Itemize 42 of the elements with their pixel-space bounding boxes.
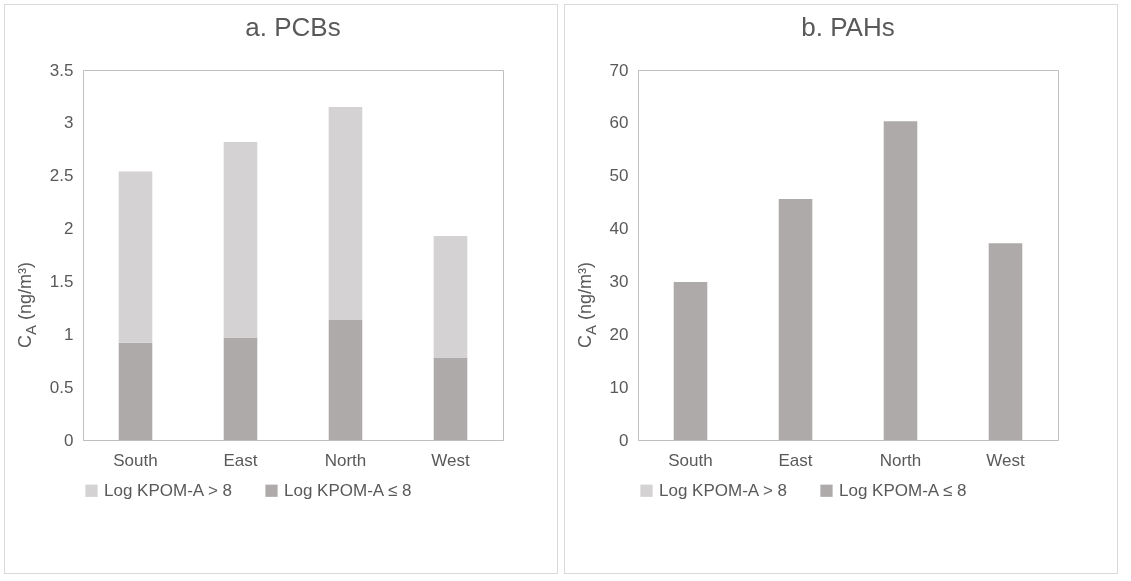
chart-title: b. PAHs (801, 12, 895, 42)
y-tick-label: 2.5 (49, 166, 74, 186)
y-tick-label: 40 (609, 219, 629, 239)
bar (673, 281, 708, 440)
x-tick-label: North (324, 450, 367, 470)
bar (118, 342, 153, 440)
legend-label: Log KPOM-A > 8 (659, 480, 788, 500)
y-tick-label: 30 (609, 271, 629, 291)
legend-label: Log KPOM-A > 8 (104, 480, 233, 500)
x-tick-label: South (668, 450, 713, 470)
y-tick-label: 20 (609, 324, 629, 344)
x-tick-label: East (778, 450, 813, 470)
x-tick-label: North (879, 450, 922, 470)
y-tick-label: 1.5 (49, 271, 74, 291)
y-tick-label: 3 (64, 113, 74, 133)
x-tick-label: West (986, 450, 1025, 470)
bar (328, 107, 363, 320)
bar (778, 198, 813, 440)
bar (988, 243, 1023, 440)
y-tick-label: 10 (609, 377, 629, 397)
x-tick-label: South (113, 450, 158, 470)
bar (223, 337, 258, 440)
bar (223, 141, 258, 338)
legend-label: Log KPOM-A ≤ 8 (839, 480, 967, 500)
legend-label: Log KPOM-A ≤ 8 (284, 480, 412, 500)
y-tick-label: 3.5 (49, 60, 74, 80)
y-tick-label: 1 (64, 324, 74, 344)
x-tick-label: West (431, 450, 470, 470)
y-tick-label: 2 (64, 219, 74, 239)
bar (328, 319, 363, 440)
bar (118, 171, 153, 343)
y-tick-label: 0 (64, 430, 74, 450)
y-tick-label: 50 (609, 166, 629, 186)
bar (433, 235, 468, 358)
y-tick-label: 0.5 (49, 377, 74, 397)
chart-title: a. PCBs (245, 12, 341, 42)
x-tick-label: East (223, 450, 258, 470)
bar (883, 121, 918, 440)
y-tick-label: 70 (609, 60, 629, 80)
y-tick-label: 0 (619, 430, 629, 450)
bar (433, 357, 468, 440)
y-tick-label: 60 (609, 113, 629, 133)
